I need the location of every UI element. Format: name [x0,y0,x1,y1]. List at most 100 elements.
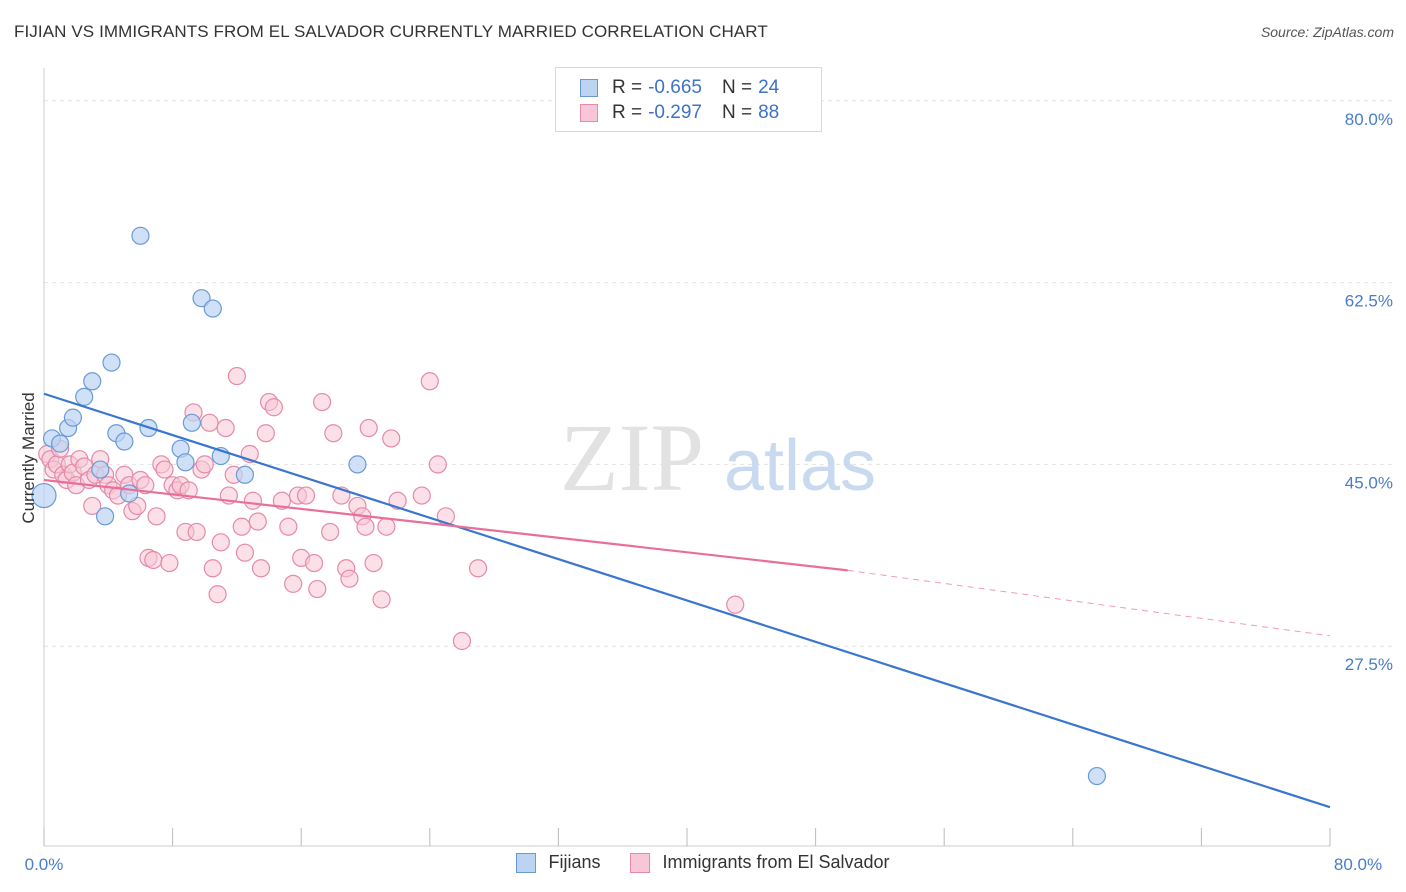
salvador-point [187,522,206,542]
legend-swatch-salvador [630,852,651,873]
fijian-point [120,484,139,503]
salvador-point [364,553,383,573]
salvador-point [452,631,472,651]
salvador-point [248,512,267,531]
salvador-point [251,559,271,578]
correlation-legend: R = -0.665 N = 24 R = -0.297 N = 88 [555,67,822,132]
fijian-point [115,432,134,451]
legend-item-fijians[interactable]: Fijians [516,852,600,873]
salvador-point [726,595,745,614]
salvador-points [38,366,745,651]
salvador-point [83,496,102,516]
salvador-point [279,517,298,536]
fijian-point [102,353,121,372]
salvador-point [377,517,396,536]
salvador-point [412,486,431,505]
x-tick-label: 0.0% [25,855,64,874]
salvador-point [160,553,179,573]
fijian-point [83,372,102,391]
legend-label-salvador: Immigrants from El Salvador [662,852,890,872]
legend-n-label: N = [721,77,753,98]
salvador-point [235,543,255,562]
fijian-point [131,226,150,245]
y-tick-label: 62.5% [1345,292,1393,311]
fijian-point [235,465,255,484]
salvador-point [179,481,198,500]
legend-r-label: R = [612,102,643,123]
fijian-point [203,299,222,318]
salvador-point [356,517,375,536]
salvador-point [203,559,222,578]
salvador-point [272,491,292,510]
grid-lines [44,100,1395,647]
fijian-point [31,482,57,509]
legend-n-value: 24 [758,77,780,98]
y-tick-label: 45.0% [1345,473,1393,492]
salvador-point [211,533,230,552]
salvador-point [468,559,488,578]
legend-n-value: 88 [758,102,780,123]
watermark-zip: ZIP [560,404,704,511]
fijian-point [63,408,83,427]
salvador-point [382,429,401,448]
fijian-point [348,455,367,474]
salvador-point [340,569,359,588]
legend-n-label: N = [721,102,753,123]
salvador-point [256,424,275,443]
series-legend: Fijians Immigrants from El Salvador [0,852,1406,873]
fijian-point [176,453,195,472]
salvador-point [232,517,251,536]
y-tick-label: 27.5% [1345,655,1393,674]
source-label: Source: ZipAtlas.com [1260,24,1394,40]
salvador-point [324,424,343,443]
legend-swatch-salvador [580,104,598,122]
watermark-atlas: atlas [724,426,876,506]
y-axis-title: Currently Married [19,392,38,523]
chart-title: FIJIAN VS IMMIGRANTS FROM EL SALVADOR CU… [14,22,768,41]
fijian-trend-line [43,392,1331,809]
salvador-point [195,455,214,474]
trend-lines [43,392,1331,809]
fijian-points [31,226,1107,786]
salvador-point [227,366,246,386]
legend-label-fijians: Fijians [548,852,601,872]
legend-swatch-fijians [580,79,598,97]
salvador-point [136,476,155,495]
salvador-point [312,392,332,412]
salvador-point [296,486,316,505]
salvador-point [155,460,174,479]
salvador-point [200,413,219,432]
salvador-trend-line [43,478,848,572]
y-tick-label: 80.0% [1345,110,1393,129]
salvador-point [216,418,235,438]
salvador-point [428,455,447,474]
legend-row-fijians: R = -0.665 N = 24 [580,76,779,100]
legend-r-label: R = [612,77,643,98]
salvador-point [304,553,324,573]
salvador-point [144,550,163,570]
fijian-point [91,460,110,479]
fijian-point [192,289,211,308]
salvador-point [284,574,303,593]
salvador-point [420,372,439,391]
salvador-point [308,579,327,599]
legend-row-salvador: R = -0.297 N = 88 [580,101,779,125]
salvador-point [264,398,283,417]
legend-item-salvador[interactable]: Immigrants from El Salvador [630,852,890,873]
watermark: ZIP atlas [560,404,876,511]
salvador-point [147,507,166,526]
salvador-trend-extension [847,569,1331,637]
salvador-point [321,522,340,542]
tick-labels: 27.5% 45.0% 62.5% 80.0% 0.0% 80.0% [25,110,1393,874]
fijian-point [50,434,70,453]
legend-r-value: -0.297 [648,102,702,123]
fijian-point [1087,766,1107,786]
fijian-point [75,387,94,406]
salvador-point [208,585,227,604]
fijian-point [95,507,115,526]
salvador-point [372,590,391,609]
fijian-point [182,413,201,432]
salvador-point [243,491,263,510]
x-tick-label: 80.0% [1334,855,1382,874]
